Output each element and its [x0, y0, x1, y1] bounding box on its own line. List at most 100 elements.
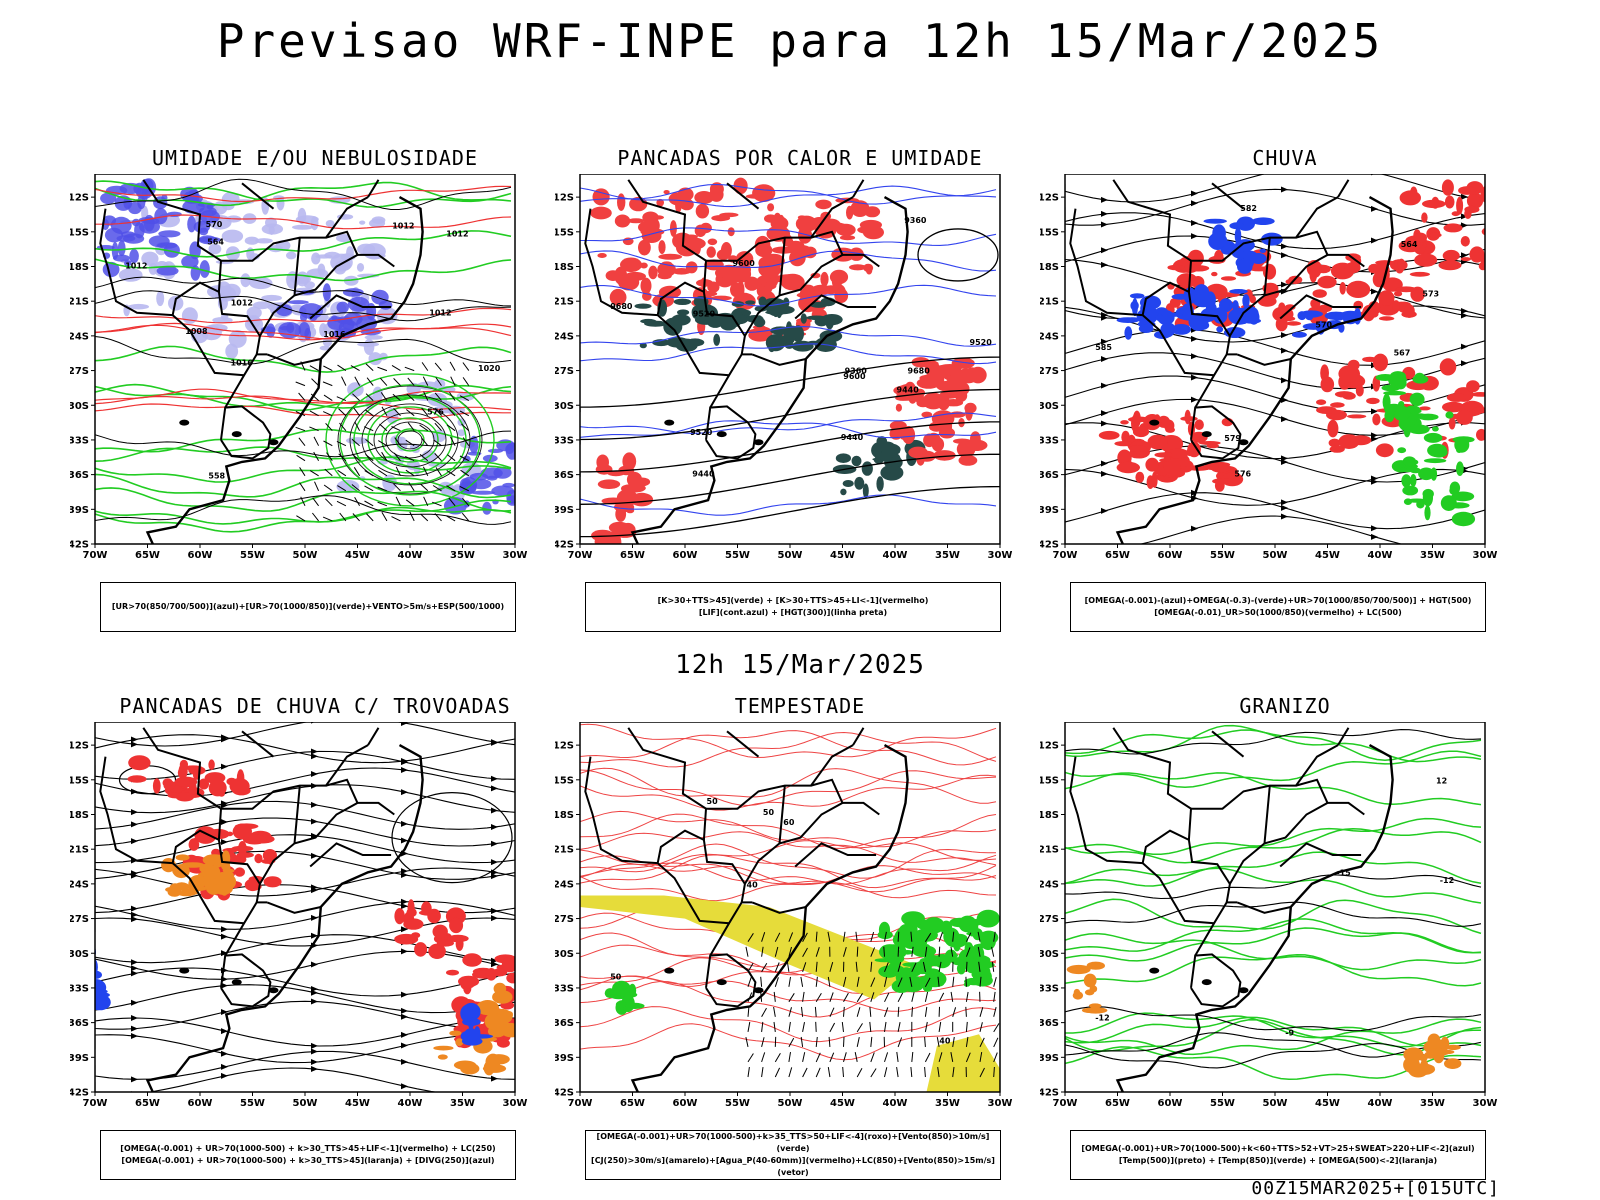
map-background — [1065, 722, 1485, 1092]
wind-vector — [761, 1067, 764, 1078]
lat-tick-label: 12S — [70, 741, 89, 752]
streamline-arrow — [1101, 410, 1108, 417]
wind-vector — [993, 1037, 999, 1048]
wind-vector — [774, 946, 779, 957]
shaded-region — [767, 203, 775, 212]
shaded-region — [755, 243, 773, 258]
lat-tick-label: 15S — [555, 227, 574, 238]
wind-vector — [381, 511, 388, 522]
shaded-region — [934, 444, 941, 449]
streamline — [1065, 515, 1404, 544]
streamline-arrow — [1281, 459, 1288, 466]
hgt-contour — [580, 453, 1000, 510]
shaded-region — [1471, 406, 1485, 414]
shaded-region — [651, 215, 664, 220]
wind-vector — [884, 1052, 889, 1063]
lat-tick-label: 33S — [70, 435, 89, 446]
shaded-region — [1423, 458, 1447, 464]
wind-vector — [378, 440, 388, 447]
lat-tick-label: 15S — [70, 775, 89, 786]
contour-line — [580, 730, 997, 766]
shaded-region — [476, 1000, 500, 1016]
wind-vector — [422, 376, 429, 386]
contour-line — [1065, 827, 1482, 864]
streamline-arrow — [491, 907, 498, 914]
country-border — [1194, 901, 1238, 957]
shaded-region — [356, 263, 365, 272]
panel-pancadas-calor: PANCADAS POR CALOR E UMIDADE 9680 9600 968… — [555, 146, 1045, 632]
shaded-region — [1456, 461, 1464, 477]
shaded-region — [901, 426, 916, 444]
shaded-region — [1378, 290, 1395, 306]
wind-vector — [952, 1036, 955, 1047]
shaded-region — [1412, 375, 1429, 384]
shaded-region — [809, 301, 828, 308]
shaded-region — [1481, 227, 1485, 236]
lon-tick-label: 45W — [830, 550, 855, 561]
streamline-arrow — [221, 763, 228, 770]
country-border — [744, 778, 844, 885]
lon-tick-label: 30W — [1473, 1098, 1498, 1109]
lon-tick-label: 45W — [345, 550, 370, 561]
shaded-region — [1418, 406, 1431, 411]
lon-tick-label: 70W — [568, 1098, 593, 1109]
streamline — [95, 750, 515, 780]
contour-line — [580, 183, 997, 205]
contour-line — [580, 769, 997, 807]
wind-vector — [322, 411, 333, 417]
shaded-region — [931, 410, 955, 427]
contour-line — [580, 494, 997, 516]
wind-vector — [379, 377, 388, 386]
shaded-region — [1066, 964, 1091, 975]
wind-vector — [938, 961, 942, 972]
lat-tick-label: 15S — [1040, 227, 1059, 238]
country-border — [99, 756, 173, 865]
country-border — [794, 842, 877, 868]
streamline-arrow — [1191, 374, 1198, 381]
shaded-region — [711, 215, 731, 222]
shaded-region — [1424, 1051, 1438, 1059]
lat-tick-label: 42S — [555, 540, 574, 551]
shaded-region — [516, 1009, 529, 1024]
streamline-arrow — [131, 1032, 138, 1039]
wind-vector — [856, 976, 860, 987]
hgt-contour — [917, 228, 999, 282]
wind-vector — [404, 366, 415, 372]
wind-vector — [843, 1052, 847, 1063]
wind-vector — [938, 946, 941, 957]
contour-line — [95, 180, 512, 208]
streamline-arrow — [131, 965, 138, 972]
shaded-region — [129, 249, 139, 264]
map-granizo: -12 -15 -12 -9 12 12S 15S 18S 21S 24S 27S 30S 33S 36S… — [1040, 722, 1498, 1109]
shaded-region — [783, 281, 793, 289]
map-content: 50 40 50 60 50 40 — [580, 722, 1000, 1092]
wind-vector — [815, 1052, 821, 1063]
lon-tick-label: 30W — [988, 550, 1013, 561]
legend-line: [OMEGA(-0.001)+UR>70(1000-500)+k<60+TTS>… — [1081, 1144, 1475, 1153]
wind-vector — [459, 410, 470, 417]
shaded-region — [1460, 236, 1470, 247]
shaded-region — [634, 303, 652, 309]
streamline-arrow — [221, 1008, 228, 1015]
shaded-region — [798, 226, 812, 244]
shaded-region — [1381, 384, 1401, 392]
contour-label: 40 — [939, 1036, 951, 1045]
wind-vector — [295, 426, 306, 432]
contour-label: 1012 — [125, 261, 147, 270]
wind-vector — [747, 1021, 751, 1032]
shaded-region — [336, 234, 351, 243]
wind-vector — [311, 378, 319, 386]
wind-vector — [339, 512, 347, 522]
shaded-region — [502, 482, 515, 488]
lon-tick-label: 60W — [673, 1098, 698, 1109]
lat-tick-label: 42S — [1040, 540, 1059, 551]
shaded-region — [1086, 961, 1105, 970]
shaded-region — [357, 342, 380, 347]
shaded-region — [1444, 195, 1455, 209]
country-border — [1229, 230, 1329, 337]
coastline — [1115, 744, 1394, 1092]
shaded-region — [128, 201, 142, 215]
shaded-region — [888, 962, 896, 972]
streamline — [1065, 492, 1485, 530]
wind-vector — [843, 1006, 845, 1017]
